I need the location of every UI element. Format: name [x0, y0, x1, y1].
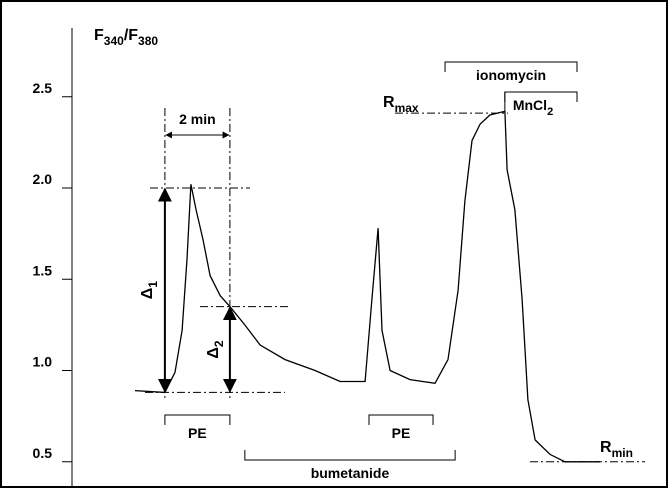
y-axis-label-sub: 340 [104, 34, 124, 48]
treatment-label: PE [188, 425, 207, 441]
treatment-label: bumetanide [311, 465, 390, 481]
y-tick-label: 2.0 [33, 171, 53, 187]
rmin-label-sub: min [612, 446, 633, 460]
y-axis-label-part: /F [124, 27, 138, 44]
treatment-label: MnCl2 [513, 97, 553, 118]
trace [134, 110, 601, 463]
delta1-label-part: Δ [139, 288, 156, 300]
delta1-label: Δ1 [139, 281, 160, 300]
scale-label: 2 min [179, 111, 216, 127]
rmax-label: Rmax [383, 94, 419, 115]
y-tick-label: 1.5 [33, 262, 53, 278]
delta2-label: Δ2 [205, 340, 226, 359]
y-axis-label-sub: 380 [138, 34, 158, 48]
treatment-label-sub: 2 [547, 106, 553, 118]
treatment-label: PE [392, 425, 411, 441]
y-axis-label: F340/F380 [94, 27, 158, 48]
treatment-bracket [244, 450, 456, 461]
rmax-label-part: R [383, 94, 395, 111]
y-tick-label: 2.5 [33, 80, 53, 96]
treatment-bracket [368, 414, 434, 425]
delta2-label-sub: 2 [212, 340, 226, 347]
treatment-label: ionomycin [476, 67, 546, 83]
y-axis-label-part: F [94, 27, 104, 44]
rmin-label-part: R [600, 439, 612, 456]
treatment-bracket [164, 414, 231, 425]
delta2-label-part: Δ [205, 347, 222, 359]
rmin-label: Rmin [600, 439, 633, 460]
treatment-bracket [444, 61, 578, 72]
y-tick-label: 0.5 [33, 445, 53, 461]
treatment-label-part: MnCl [513, 97, 547, 113]
y-tick-label: 1.0 [33, 354, 53, 370]
rmax-label-sub: max [395, 101, 419, 115]
delta1-label-sub: 1 [146, 281, 160, 288]
